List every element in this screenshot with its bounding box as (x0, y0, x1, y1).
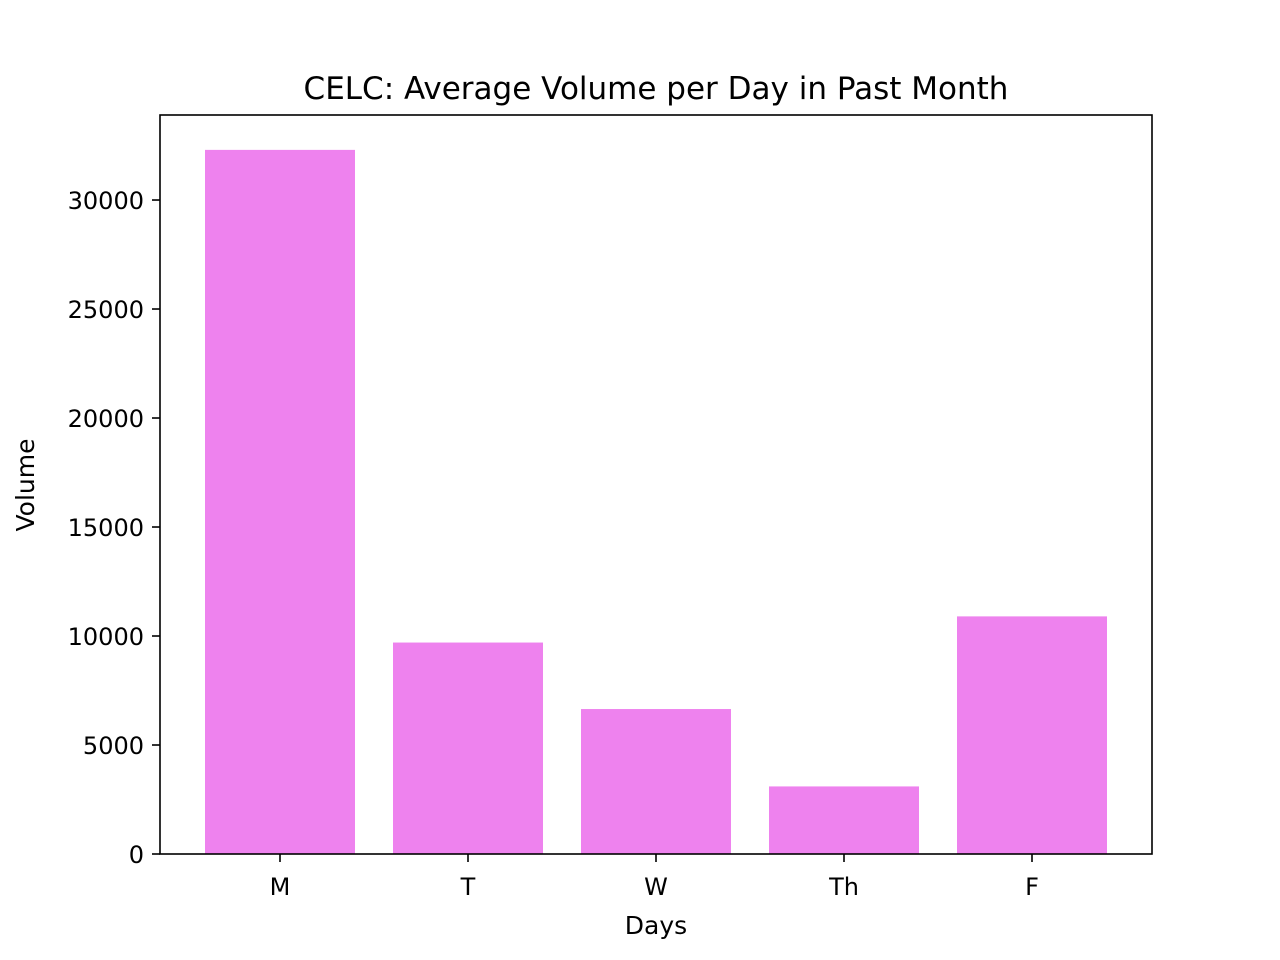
y-axis-label: Volume (11, 439, 40, 532)
x-axis-ticks: M T W Th F (270, 854, 1039, 901)
bars-group (205, 149, 1107, 855)
x-tick-label: T (460, 873, 476, 901)
x-tick-label: W (644, 873, 668, 901)
x-tick-label: Th (828, 873, 859, 901)
bar-f (957, 616, 1107, 854)
bar-m (205, 149, 355, 855)
y-axis-ticks: 0 5000 10000 15000 20000 25000 30000 (68, 187, 160, 869)
chart-title: CELC: Average Volume per Day in Past Mon… (304, 71, 1009, 107)
y-tick-label: 30000 (68, 187, 144, 215)
plot-frame (159, 114, 1153, 855)
y-tick-label: 5000 (83, 732, 144, 760)
y-tick-label: 15000 (68, 514, 144, 542)
bar-th (769, 786, 919, 854)
y-tick-label: 25000 (68, 296, 144, 324)
x-tick-label: M (270, 873, 291, 901)
x-tick-label: F (1025, 873, 1039, 901)
y-tick-label: 0 (129, 841, 144, 869)
bar-w (581, 709, 731, 854)
y-tick-label: 20000 (68, 405, 144, 433)
bar-t (393, 642, 543, 854)
x-axis-label: Days (625, 911, 687, 940)
y-tick-label: 10000 (68, 623, 144, 651)
